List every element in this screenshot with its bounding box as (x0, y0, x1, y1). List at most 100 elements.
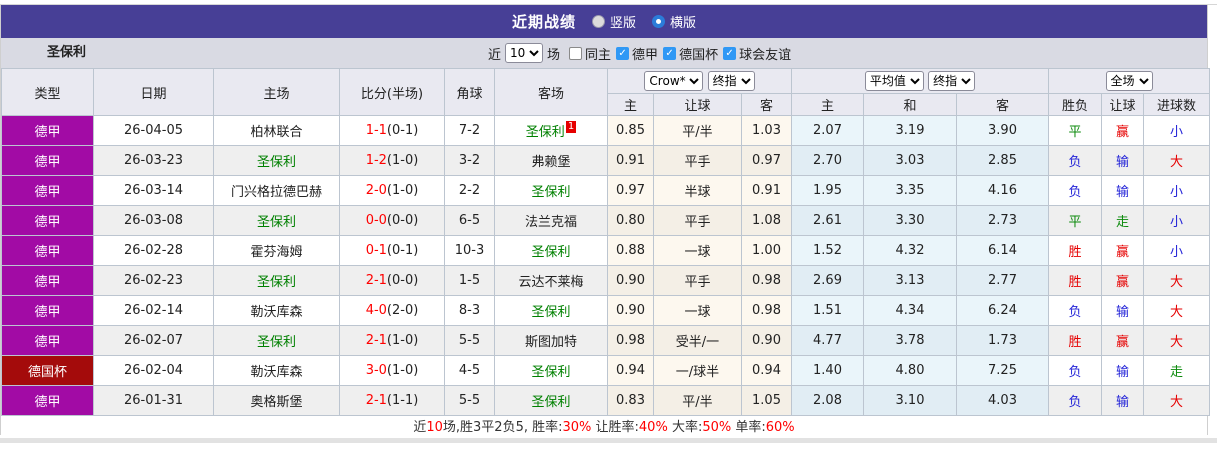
corner-cell: 5-5 (444, 325, 495, 356)
matches-unit-label: 场 (547, 47, 561, 63)
crow-away-odds: 0.97 (741, 145, 792, 176)
league-cell: 德甲 (1, 295, 94, 326)
home-team-cell[interactable]: 奥格斯堡 (213, 385, 340, 416)
avg-home-odds: 4.77 (791, 325, 864, 356)
halftime-score: (1-0) (386, 153, 419, 168)
league-cell: 德甲 (1, 325, 94, 356)
result-handicap: 输 (1101, 355, 1144, 386)
league-cell: 德国杯 (1, 355, 94, 386)
match-row: 德甲 26-03-08 圣保利 0-0(0-0) 6-5 法兰克福 0.80 平… (1, 205, 1210, 236)
away-team-cell[interactable]: 圣保利 (494, 175, 608, 206)
filter-same-home[interactable]: 同主 (569, 44, 611, 63)
halftime-score: (0-0) (386, 273, 419, 288)
avg-home-odds: 1.51 (791, 295, 864, 326)
result-winlose: 负 (1048, 295, 1102, 326)
filter-club-friendly[interactable]: ✓ 球会友谊 (723, 44, 791, 63)
result-winlose: 胜 (1048, 235, 1102, 266)
away-team-cell[interactable]: 圣保利 (494, 355, 608, 386)
away-team-cell[interactable]: 云达不莱梅 (494, 265, 608, 296)
home-team-cell[interactable]: 柏林联合 (213, 115, 340, 146)
result-goals: 小 (1143, 175, 1210, 206)
view-option-horizontal[interactable]: 横版 (652, 12, 696, 31)
odds-company-select[interactable]: Crow* (644, 71, 704, 91)
corner-cell: 10-3 (444, 235, 495, 266)
average-stage-select[interactable]: 终指 (928, 71, 976, 91)
avg-home-odds: 1.40 (791, 355, 864, 386)
avg-home-odds: 2.07 (791, 115, 864, 146)
filter-dfb-pokal[interactable]: ✓ 德国杯 (663, 44, 718, 63)
crow-home-odds: 0.91 (607, 145, 654, 176)
corner-cell: 6-5 (444, 205, 495, 236)
filter-bundesliga[interactable]: ✓ 德甲 (616, 44, 658, 63)
recent-count-select[interactable]: 10 (505, 43, 544, 63)
avg-home-odds: 2.70 (791, 145, 864, 176)
score-cell: 1-2(1-0) (339, 145, 445, 176)
away-team-cell[interactable]: 弗赖堡 (494, 145, 608, 176)
checkbox-dfb-pokal-icon[interactable]: ✓ (663, 46, 677, 60)
away-team-cell[interactable]: 法兰克福 (494, 205, 608, 236)
avg-away-odds: 2.73 (956, 205, 1049, 236)
away-team-cell[interactable]: 圣保利 (494, 235, 608, 266)
col-header-away: 客场 (494, 68, 608, 116)
home-team-cell[interactable]: 霍芬海姆 (213, 235, 340, 266)
result-goals: 大 (1143, 385, 1210, 416)
home-team-cell[interactable]: 门兴格拉德巴赫 (213, 175, 340, 206)
crow-away-odds: 0.90 (741, 325, 792, 356)
crow-handicap: 半球 (653, 175, 742, 206)
crow-home-odds: 0.85 (607, 115, 654, 146)
team-rank-badge: 1 (565, 121, 577, 133)
fulltime-score: 2-1 (365, 273, 387, 288)
radio-vertical-icon[interactable] (591, 15, 605, 28)
crow-handicap: 一/球半 (653, 355, 742, 386)
away-team-name: 圣保利 (531, 365, 571, 380)
col-header-corner: 角球 (444, 68, 495, 116)
away-team-cell[interactable]: 圣保利 (494, 295, 608, 326)
sub-header-handicap: 让球 (1101, 93, 1144, 116)
summary-segment: 50% (702, 420, 732, 435)
corner-cell: 1-5 (444, 265, 495, 296)
radio-horizontal-icon[interactable] (652, 15, 665, 28)
match-row: 德甲 26-02-07 圣保利 2-1(1-0) 5-5 斯图加特 0.98 受… (1, 325, 1210, 356)
home-team-cell[interactable]: 圣保利 (213, 145, 340, 176)
corner-cell: 8-3 (444, 295, 495, 326)
crow-handicap: 平手 (653, 205, 742, 236)
home-team-cell[interactable]: 勒沃库森 (213, 355, 340, 386)
sub-header-avg-draw: 和 (863, 93, 957, 116)
date-cell: 26-01-31 (93, 385, 214, 416)
home-team-cell[interactable]: 勒沃库森 (213, 295, 340, 326)
away-team-name: 斯图加特 (524, 335, 577, 350)
checkbox-same-home-icon[interactable] (569, 46, 583, 60)
result-handicap: 赢 (1101, 235, 1144, 266)
away-team-cell[interactable]: 圣保利 1 (494, 115, 608, 146)
result-goals: 小 (1143, 115, 1210, 146)
home-team-cell[interactable]: 圣保利 (213, 205, 340, 236)
view-option-vertical[interactable]: 竖版 (591, 12, 636, 31)
crow-away-odds: 1.05 (741, 385, 792, 416)
home-team-cell[interactable]: 圣保利 (213, 325, 340, 356)
summary-segment: 近 (413, 420, 427, 435)
checkbox-club-friendly-icon[interactable]: ✓ (723, 46, 737, 60)
home-team-cell[interactable]: 圣保利 (213, 265, 340, 296)
score-cell: 4-0(2-0) (339, 295, 445, 326)
away-team-cell[interactable]: 圣保利 (494, 385, 608, 416)
date-cell: 26-02-14 (93, 295, 214, 326)
avg-draw-odds: 3.78 (863, 325, 957, 356)
crow-away-odds: 0.91 (741, 175, 792, 206)
company-stage-select[interactable]: 终指 (707, 71, 755, 91)
filter-label: 德甲 (632, 47, 659, 63)
score-cell: 0-0(0-0) (339, 205, 445, 236)
filter-label: 同主 (585, 47, 612, 63)
away-team-cell[interactable]: 斯图加特 (494, 325, 608, 356)
fulltime-score: 3-0 (365, 363, 387, 378)
scope-select[interactable]: 全场 (1105, 71, 1153, 91)
crow-home-odds: 0.94 (607, 355, 654, 386)
avg-away-odds: 2.77 (956, 265, 1049, 296)
avg-away-odds: 6.24 (956, 295, 1049, 326)
crow-home-odds: 0.98 (607, 325, 654, 356)
date-cell: 26-02-28 (93, 235, 214, 266)
col-header-score: 比分(半场) (339, 68, 445, 116)
average-odds-select[interactable]: 平均值 (864, 71, 924, 91)
checkbox-bundesliga-icon[interactable]: ✓ (616, 46, 630, 60)
avg-draw-odds: 3.35 (863, 175, 957, 206)
league-filter-checkboxes: 同主 ✓ 德甲 ✓ 德国杯 ✓ 球会友谊 (564, 44, 791, 63)
